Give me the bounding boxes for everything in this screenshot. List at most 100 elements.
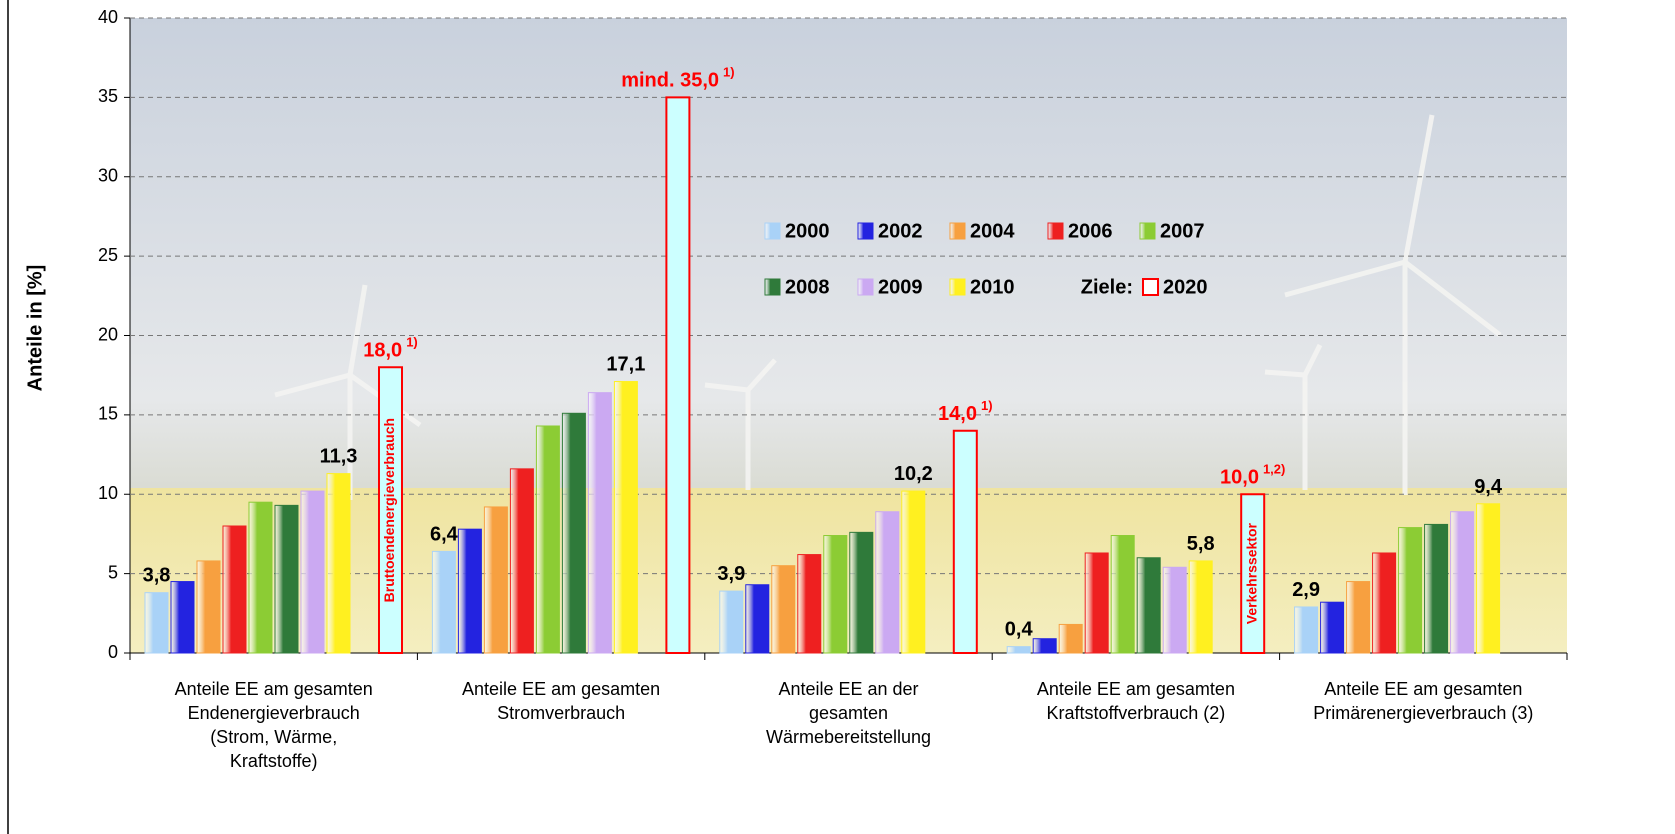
bar — [665, 96, 691, 654]
bar — [901, 490, 926, 654]
legend-label: 2004 — [970, 220, 1015, 242]
value-label-note: 1) — [981, 398, 993, 413]
value-label: 9,4 — [1474, 476, 1503, 498]
y-tick-label: 5 — [108, 562, 118, 582]
value-label: 3,9 — [717, 563, 745, 585]
value-label-text: 10,2 — [894, 463, 933, 485]
value-label-text: 3,8 — [143, 565, 171, 587]
legend-label: 2002 — [878, 220, 923, 242]
x-tick-label: Anteile EE am gesamten Kraftstoffverbrauc… — [1037, 679, 1235, 723]
value-label: 5,8 — [1187, 533, 1215, 555]
value-label: 10,2 — [894, 463, 933, 485]
value-label: 3,8 — [143, 565, 171, 587]
value-label-text: 5,8 — [1187, 533, 1215, 555]
bar — [1162, 566, 1187, 654]
y-tick-label: 40 — [98, 7, 118, 27]
bar — [431, 550, 456, 654]
legend-label: 2007 — [1160, 220, 1205, 242]
bar — [1084, 552, 1109, 654]
bar — [1424, 523, 1449, 654]
y-tick-label: 25 — [98, 245, 118, 265]
legend-swatch — [764, 278, 781, 296]
bar — [1476, 503, 1501, 654]
bar — [1398, 527, 1423, 654]
legend-swatch — [1139, 222, 1156, 240]
bar — [1188, 560, 1213, 654]
legend-label: 2006 — [1068, 220, 1113, 242]
bar — [1346, 581, 1371, 654]
bar — [1450, 511, 1475, 654]
x-tick-label: Anteile EE am gesamten Primärenergieverbr… — [1313, 679, 1533, 723]
bar — [509, 468, 534, 654]
y-tick-label: 35 — [98, 86, 118, 106]
value-label: 2,9 — [1292, 579, 1320, 601]
bar — [483, 506, 508, 654]
value-label: 10,0 1,2) — [1220, 462, 1285, 489]
bar — [1110, 535, 1135, 654]
bar — [457, 528, 482, 654]
bar — [1240, 493, 1266, 654]
bar — [849, 531, 874, 654]
value-label-text: 0,4 — [1005, 619, 1034, 641]
bar — [771, 565, 796, 654]
bar — [797, 554, 822, 654]
bar — [1372, 552, 1397, 654]
legend-swatch — [857, 222, 874, 240]
legend-swatch — [857, 278, 874, 296]
legend-swatch — [764, 222, 781, 240]
x-tick-label: Anteile EE am gesamten Endenergieverbrauc… — [175, 679, 373, 771]
legend-label: 2000 — [785, 220, 830, 242]
value-label-text: 17,1 — [606, 354, 645, 376]
legend-note: Ziele: — [1081, 276, 1133, 298]
bar — [1006, 646, 1031, 654]
y-tick-label: 0 — [108, 642, 118, 662]
bar — [875, 511, 900, 654]
value-label: mind. 35,0 1) — [621, 65, 734, 92]
bar — [144, 592, 169, 654]
legend-swatch — [1047, 222, 1064, 240]
bar — [248, 501, 273, 654]
value-label-text: 3,9 — [717, 563, 745, 585]
bar — [1320, 601, 1345, 654]
bar — [170, 581, 195, 654]
bar — [196, 560, 221, 654]
bar — [1058, 623, 1083, 654]
y-tick-label: 20 — [98, 324, 118, 344]
bar — [326, 473, 351, 654]
value-label-text: 2,9 — [1292, 579, 1320, 601]
value-label-text: 9,4 — [1474, 476, 1503, 498]
bar — [274, 504, 299, 654]
value-label-text: 6,4 — [430, 524, 459, 546]
legend-swatch — [949, 222, 966, 240]
bar — [1294, 606, 1319, 654]
bar-text: Verkehrssektor — [1243, 522, 1259, 624]
bar — [613, 381, 638, 654]
legend-swatch — [949, 278, 966, 296]
bar — [222, 525, 247, 654]
bar — [561, 412, 586, 654]
value-label-text: 10,0 — [1220, 467, 1259, 489]
value-label: 11,3 — [320, 446, 358, 468]
y-tick-label: 10 — [98, 483, 118, 503]
bar — [300, 490, 325, 654]
y-tick-label: 30 — [98, 166, 118, 186]
value-label-note: 1) — [406, 335, 418, 350]
bar — [1032, 638, 1057, 654]
legend-swatch — [1142, 278, 1159, 296]
value-label: 18,0 1) — [363, 335, 418, 362]
bar — [535, 425, 560, 654]
background-photo — [130, 18, 1567, 653]
legend-label: 2008 — [785, 276, 830, 298]
value-label-text: 11,3 — [320, 446, 358, 468]
bar — [823, 535, 848, 654]
value-label-text: 18,0 — [363, 340, 402, 362]
bar — [587, 392, 612, 654]
bar — [745, 584, 770, 654]
x-tick-label: Anteile EE an der gesamten Wärmebereitstel… — [766, 679, 931, 747]
value-label: 14,0 1) — [938, 398, 993, 425]
value-label-note: 1,2) — [1263, 462, 1285, 477]
value-label-note: 1) — [723, 65, 735, 80]
value-label-text: mind. 35,0 — [621, 70, 719, 92]
value-label-text: 14,0 — [938, 403, 977, 425]
legend-label: 2010 — [970, 276, 1015, 298]
